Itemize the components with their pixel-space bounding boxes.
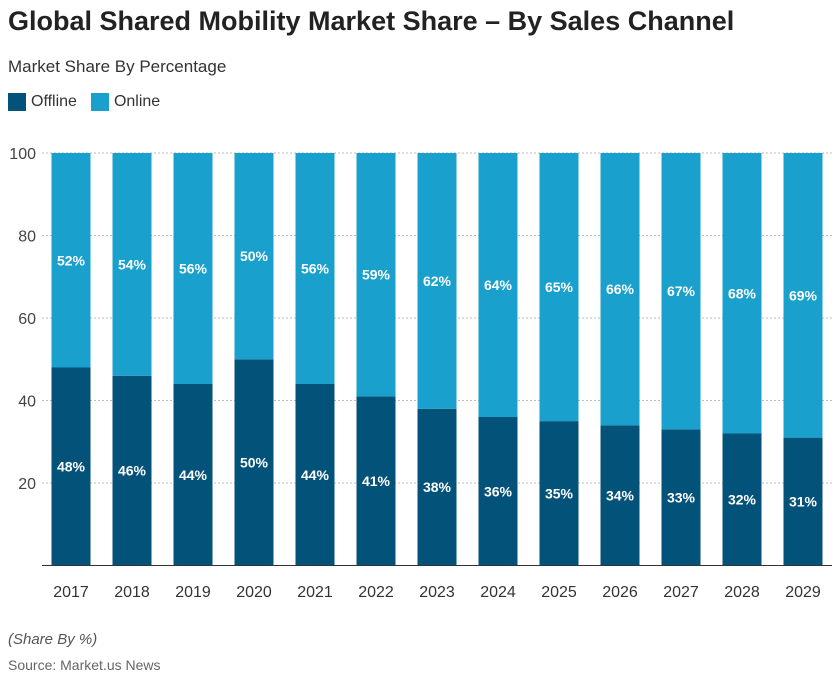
data-label: 31% (789, 494, 818, 510)
data-label: 48% (57, 459, 86, 475)
bar-online (661, 153, 701, 430)
x-tick-label: 2025 (541, 584, 577, 601)
legend-swatch-online (90, 93, 109, 111)
bar-offline (600, 425, 640, 566)
bar-offline (783, 437, 823, 566)
bar-online (51, 153, 91, 368)
legend-item-online[interactable]: Online (90, 93, 161, 111)
legend-label-offline: Offline (31, 93, 77, 110)
data-label: 66% (606, 281, 635, 297)
chart-note: (Share By %) (8, 631, 98, 648)
chart-subtitle: Market Share By Percentage (8, 57, 227, 76)
x-tick-label: 2023 (419, 584, 455, 601)
legend-item-offline[interactable]: Offline (8, 93, 77, 111)
data-label: 65% (545, 279, 574, 295)
data-label: 54% (118, 256, 147, 272)
bar-offline (539, 421, 579, 566)
data-label: 36% (484, 483, 513, 499)
chart-source: Source: Market.us News (8, 657, 161, 673)
data-label: 59% (362, 267, 391, 283)
data-label: 38% (423, 479, 452, 495)
x-tick-label: 2020 (236, 584, 272, 601)
bar-online (417, 153, 457, 409)
x-tick-label: 2021 (297, 584, 333, 601)
x-tick-label: 2022 (358, 584, 394, 601)
x-tick-label: 2027 (663, 584, 699, 601)
bar-offline (356, 396, 396, 566)
bar-online (722, 153, 762, 434)
data-label: 44% (179, 467, 208, 483)
data-label: 64% (484, 277, 513, 293)
data-label: 67% (667, 283, 696, 299)
y-tick-label: 60 (18, 311, 36, 328)
data-label: 35% (545, 485, 574, 501)
bar-online (783, 153, 823, 438)
bar-online (600, 153, 640, 426)
x-tick-label: 2019 (175, 584, 211, 601)
bar-offline (51, 367, 91, 566)
bar-offline (295, 384, 335, 566)
x-tick-label: 2029 (785, 584, 821, 601)
data-label: 50% (240, 454, 269, 470)
legend-swatch-offline (8, 93, 26, 111)
y-tick-label: 80 (18, 229, 36, 246)
data-label: 50% (240, 248, 269, 264)
y-tick-label: 20 (18, 476, 36, 493)
x-tick-label: 2026 (602, 584, 638, 601)
legend-label-online: Online (113, 93, 161, 110)
bar-offline (112, 375, 152, 566)
chart-title: Global Shared Mobility Market Share – By… (8, 6, 735, 36)
bar-online (234, 153, 274, 360)
y-tick-label: 100 (9, 146, 36, 163)
bar-offline (661, 429, 701, 566)
data-label: 68% (728, 285, 757, 301)
bar-online (539, 153, 579, 422)
y-tick-label: 40 (18, 394, 36, 411)
bar-online (356, 153, 396, 397)
data-label: 33% (667, 489, 696, 505)
bar-offline (234, 359, 274, 566)
data-label: 46% (118, 463, 147, 479)
x-tick-label: 2024 (480, 584, 516, 601)
legend: Offline Online (8, 93, 160, 111)
bar-online (112, 153, 152, 376)
data-label: 34% (606, 487, 635, 503)
data-label: 69% (789, 287, 818, 303)
bar-offline (722, 433, 762, 566)
bar-online (478, 153, 518, 417)
data-label: 56% (301, 261, 330, 277)
data-label: 62% (423, 273, 452, 289)
data-label: 41% (362, 473, 391, 489)
x-tick-label: 2028 (724, 584, 760, 601)
bar-offline (417, 408, 457, 566)
data-label: 32% (728, 492, 757, 508)
bar-online (295, 153, 335, 384)
bar-online (173, 153, 213, 384)
data-label: 44% (301, 467, 330, 483)
x-tick-label: 2018 (114, 584, 150, 601)
data-label: 56% (179, 261, 208, 277)
data-label: 52% (57, 252, 86, 268)
x-tick-label: 2017 (53, 584, 89, 601)
bar-offline (478, 417, 518, 566)
bar-offline (173, 384, 213, 566)
